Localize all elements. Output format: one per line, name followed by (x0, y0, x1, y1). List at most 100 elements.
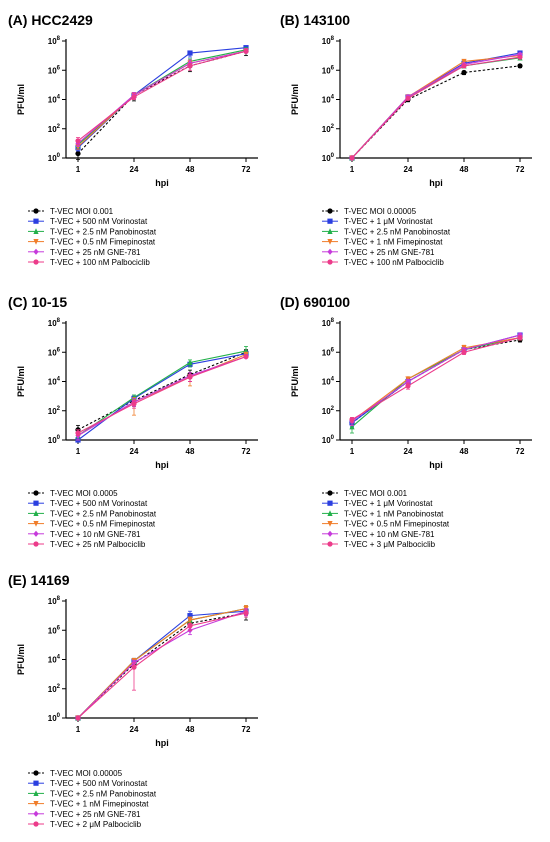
x-tick-label: 72 (516, 165, 525, 174)
y-tick-label: 108 (48, 36, 61, 46)
series-line (351, 53, 521, 159)
data-point (405, 95, 411, 101)
panel-title: (A) HCC2429 (8, 12, 93, 28)
y-tick-label: 100 (48, 713, 61, 723)
legend-label: T-VEC + 100 nM Palbociclib (344, 258, 444, 267)
x-tick-label: 72 (242, 165, 251, 174)
y-axis-label: PFU/ml (290, 84, 300, 115)
legend-label: T-VEC + 3 μM Palbociclib (344, 540, 436, 549)
x-tick-label: 48 (186, 725, 195, 734)
y-tick-label: 108 (322, 318, 335, 328)
series-line (77, 356, 247, 434)
legend-marker (327, 490, 333, 496)
legend-label: T-VEC + 500 nM Vorinostat (50, 217, 148, 226)
y-tick-label: 108 (322, 36, 335, 46)
y-tick-label: 100 (48, 153, 61, 163)
data-point (75, 150, 81, 157)
data-point (187, 50, 193, 56)
legend-marker (33, 510, 39, 516)
y-tick-label: 100 (322, 435, 335, 445)
x-tick-label: 1 (76, 165, 81, 174)
series-line (351, 52, 521, 159)
data-point (517, 335, 523, 341)
legend-label: T-VEC + 0.5 nM Fimepinostat (50, 238, 156, 247)
x-axis-label: hpi (155, 178, 169, 188)
y-tick-label: 104 (322, 377, 335, 387)
x-tick-label: 24 (130, 165, 139, 174)
panel-title: (E) 14169 (8, 572, 70, 588)
legend-marker (327, 208, 333, 214)
series-line (77, 612, 247, 719)
data-point (517, 63, 523, 69)
legend-marker (327, 259, 333, 265)
y-axis-label: PFU/ml (16, 644, 26, 675)
series-line (351, 65, 521, 159)
series-line (351, 337, 521, 422)
data-point (75, 138, 81, 144)
legend-marker (327, 541, 333, 547)
y-tick-label: 106 (48, 625, 61, 635)
series-line (77, 608, 247, 719)
y-axis-label: PFU/ml (16, 84, 26, 115)
data-point (187, 359, 193, 366)
data-point (243, 610, 249, 616)
legend-label: T-VEC + 25 nM GNE-781 (50, 810, 141, 819)
legend-label: T-VEC + 25 nM GNE-781 (50, 248, 141, 257)
data-point (75, 430, 81, 436)
y-tick-label: 106 (48, 65, 61, 75)
y-tick-label: 104 (322, 95, 335, 105)
chart-panel: (C) 10-15 100 102 104 106 108 1 24 48 72 hpi PFU/ml… (8, 294, 258, 549)
y-tick-label: 104 (48, 655, 61, 665)
legend-label: T-VEC + 2 μM Palbociclib (50, 820, 142, 829)
series-line (77, 350, 247, 437)
data-point (131, 664, 137, 670)
x-tick-label: 48 (186, 447, 195, 456)
x-tick-label: 48 (186, 165, 195, 174)
legend-label: T-VEC + 2.5 nM Panobinostat (50, 509, 157, 518)
series-line (77, 50, 247, 148)
legend-marker (33, 780, 39, 786)
data-point (75, 715, 81, 721)
chart-panel: (B) 143100 100 102 104 106 108 1 24 48 72 hpi PFU/m… (280, 12, 532, 267)
data-point (187, 374, 193, 380)
legend-marker (327, 521, 333, 527)
legend-marker (33, 530, 39, 537)
series-line (351, 334, 521, 424)
data-point (131, 401, 137, 407)
series-line (77, 351, 247, 431)
legend-label: T-VEC MOI 0.001 (344, 489, 408, 498)
x-axis-label: hpi (429, 178, 443, 188)
y-axis-label: PFU/ml (290, 366, 300, 397)
legend-label: T-VEC + 2.5 nM Panobinostat (50, 227, 157, 236)
legend-marker (327, 228, 333, 234)
y-tick-label: 104 (48, 377, 61, 387)
legend-marker (33, 770, 39, 776)
legend-marker (33, 500, 39, 506)
series-line (77, 50, 247, 144)
panel-title: (C) 10-15 (8, 294, 67, 310)
y-tick-label: 108 (48, 318, 61, 328)
legend-label: T-VEC + 2.5 nM Panobinostat (50, 789, 157, 798)
series-line (77, 356, 247, 437)
data-point (461, 349, 467, 355)
y-tick-label: 102 (48, 124, 61, 134)
legend-label: T-VEC + 100 nM Palbociclib (50, 258, 150, 267)
legend-label: T-VEC + 10 nM GNE-781 (50, 530, 141, 539)
y-tick-label: 106 (48, 347, 61, 357)
data-point (243, 48, 249, 54)
x-axis-label: hpi (429, 460, 443, 470)
legend-label: T-VEC MOI 0.00005 (50, 769, 123, 778)
x-tick-label: 1 (350, 165, 355, 174)
legend-marker (33, 810, 39, 817)
legend-label: T-VEC + 1 nM Fimepinostat (344, 238, 443, 247)
legend-label: T-VEC + 500 nM Vorinostat (50, 499, 148, 508)
legend-label: T-VEC + 10 nM GNE-781 (344, 530, 435, 539)
y-tick-label: 108 (48, 596, 61, 606)
series-line (77, 50, 247, 142)
x-tick-label: 24 (404, 165, 413, 174)
y-axis-label: PFU/ml (16, 366, 26, 397)
y-tick-label: 102 (48, 684, 61, 694)
chart-panel: (E) 14169 100 102 104 106 108 1 24 48 72 hpi PFU/ml… (8, 572, 258, 829)
